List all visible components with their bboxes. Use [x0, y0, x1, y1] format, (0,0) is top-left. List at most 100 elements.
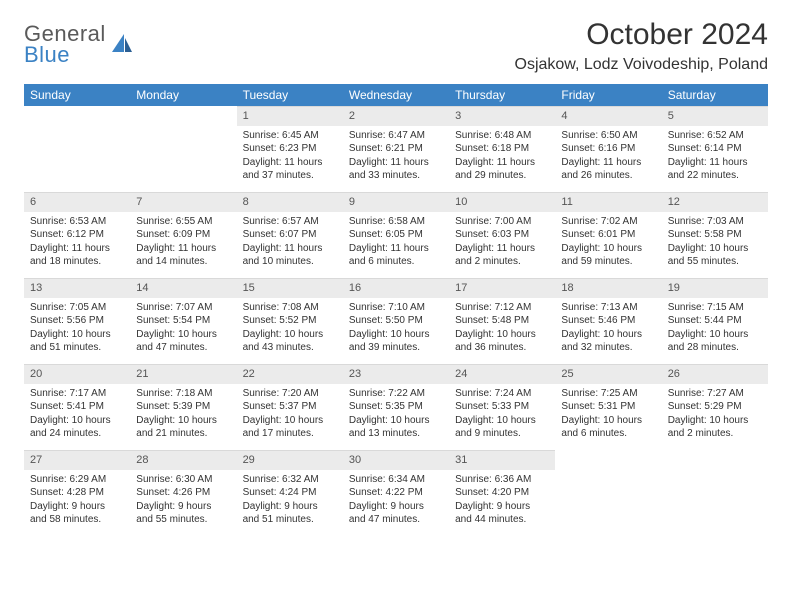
- daylight-text: Daylight: 10 hours and 39 minutes.: [349, 328, 443, 355]
- day-cell: 20Sunrise: 7:17 AMSunset: 5:41 PMDayligh…: [24, 364, 130, 450]
- sunrise-text: Sunrise: 6:34 AM: [349, 473, 443, 487]
- day-body: Sunrise: 6:50 AMSunset: 6:16 PMDaylight:…: [555, 126, 661, 189]
- sunset-text: Sunset: 6:23 PM: [243, 142, 337, 156]
- day-body: Sunrise: 6:58 AMSunset: 6:05 PMDaylight:…: [343, 212, 449, 275]
- day-body: Sunrise: 6:30 AMSunset: 4:26 PMDaylight:…: [130, 470, 236, 533]
- day-body: Sunrise: 6:55 AMSunset: 6:09 PMDaylight:…: [130, 212, 236, 275]
- day-cell: 10Sunrise: 7:00 AMSunset: 6:03 PMDayligh…: [449, 192, 555, 278]
- sunrise-text: Sunrise: 6:29 AM: [30, 473, 124, 487]
- day-cell: 19Sunrise: 7:15 AMSunset: 5:44 PMDayligh…: [662, 278, 768, 364]
- day-number: 24: [449, 364, 555, 384]
- sunrise-text: Sunrise: 7:03 AM: [668, 215, 762, 229]
- day-body: Sunrise: 7:24 AMSunset: 5:33 PMDaylight:…: [449, 384, 555, 447]
- sunrise-text: Sunrise: 7:25 AM: [561, 387, 655, 401]
- sunset-text: Sunset: 4:24 PM: [243, 486, 337, 500]
- weekday-header: Thursday: [449, 84, 555, 106]
- day-cell: [24, 106, 130, 192]
- sunrise-text: Sunrise: 6:58 AM: [349, 215, 443, 229]
- daylight-text: Daylight: 10 hours and 47 minutes.: [136, 328, 230, 355]
- day-number: 13: [24, 278, 130, 298]
- daylight-text: Daylight: 10 hours and 51 minutes.: [30, 328, 124, 355]
- daylight-text: Daylight: 10 hours and 17 minutes.: [243, 414, 337, 441]
- daylight-text: Daylight: 9 hours and 58 minutes.: [30, 500, 124, 527]
- sunset-text: Sunset: 6:18 PM: [455, 142, 549, 156]
- day-cell: 29Sunrise: 6:32 AMSunset: 4:24 PMDayligh…: [237, 450, 343, 536]
- day-body: Sunrise: 6:48 AMSunset: 6:18 PMDaylight:…: [449, 126, 555, 189]
- sunset-text: Sunset: 5:58 PM: [668, 228, 762, 242]
- day-number: 8: [237, 192, 343, 212]
- daylight-text: Daylight: 11 hours and 22 minutes.: [668, 156, 762, 183]
- daylight-text: Daylight: 11 hours and 26 minutes.: [561, 156, 655, 183]
- day-cell: 1Sunrise: 6:45 AMSunset: 6:23 PMDaylight…: [237, 106, 343, 192]
- day-cell: 12Sunrise: 7:03 AMSunset: 5:58 PMDayligh…: [662, 192, 768, 278]
- sunset-text: Sunset: 5:39 PM: [136, 400, 230, 414]
- day-body: Sunrise: 7:07 AMSunset: 5:54 PMDaylight:…: [130, 298, 236, 361]
- day-cell: 11Sunrise: 7:02 AMSunset: 6:01 PMDayligh…: [555, 192, 661, 278]
- sunrise-text: Sunrise: 6:53 AM: [30, 215, 124, 229]
- sunset-text: Sunset: 6:14 PM: [668, 142, 762, 156]
- sunrise-text: Sunrise: 7:05 AM: [30, 301, 124, 315]
- day-body: Sunrise: 7:13 AMSunset: 5:46 PMDaylight:…: [555, 298, 661, 361]
- day-number: 30: [343, 450, 449, 470]
- sunrise-text: Sunrise: 7:27 AM: [668, 387, 762, 401]
- day-body: Sunrise: 6:34 AMSunset: 4:22 PMDaylight:…: [343, 470, 449, 533]
- sunset-text: Sunset: 6:21 PM: [349, 142, 443, 156]
- weekday-header: Wednesday: [343, 84, 449, 106]
- weekday-header: Tuesday: [237, 84, 343, 106]
- day-cell: 7Sunrise: 6:55 AMSunset: 6:09 PMDaylight…: [130, 192, 236, 278]
- day-cell: 22Sunrise: 7:20 AMSunset: 5:37 PMDayligh…: [237, 364, 343, 450]
- day-cell: 23Sunrise: 7:22 AMSunset: 5:35 PMDayligh…: [343, 364, 449, 450]
- brand-logo: General Blue: [24, 24, 134, 66]
- day-number: 3: [449, 106, 555, 126]
- daylight-text: Daylight: 10 hours and 59 minutes.: [561, 242, 655, 269]
- sunset-text: Sunset: 5:41 PM: [30, 400, 124, 414]
- daylight-text: Daylight: 9 hours and 47 minutes.: [349, 500, 443, 527]
- sunset-text: Sunset: 5:33 PM: [455, 400, 549, 414]
- day-number: 15: [237, 278, 343, 298]
- daylight-text: Daylight: 10 hours and 32 minutes.: [561, 328, 655, 355]
- day-body: Sunrise: 7:00 AMSunset: 6:03 PMDaylight:…: [449, 212, 555, 275]
- day-body: Sunrise: 7:05 AMSunset: 5:56 PMDaylight:…: [24, 298, 130, 361]
- sunset-text: Sunset: 4:22 PM: [349, 486, 443, 500]
- day-number: 27: [24, 450, 130, 470]
- sunset-text: Sunset: 5:50 PM: [349, 314, 443, 328]
- daylight-text: Daylight: 11 hours and 37 minutes.: [243, 156, 337, 183]
- day-body: Sunrise: 6:29 AMSunset: 4:28 PMDaylight:…: [24, 470, 130, 533]
- sunrise-text: Sunrise: 6:50 AM: [561, 129, 655, 143]
- daylight-text: Daylight: 10 hours and 36 minutes.: [455, 328, 549, 355]
- sunrise-text: Sunrise: 6:36 AM: [455, 473, 549, 487]
- day-body: Sunrise: 7:25 AMSunset: 5:31 PMDaylight:…: [555, 384, 661, 447]
- day-cell: 25Sunrise: 7:25 AMSunset: 5:31 PMDayligh…: [555, 364, 661, 450]
- sunrise-text: Sunrise: 6:48 AM: [455, 129, 549, 143]
- day-cell: 30Sunrise: 6:34 AMSunset: 4:22 PMDayligh…: [343, 450, 449, 536]
- sunset-text: Sunset: 5:31 PM: [561, 400, 655, 414]
- day-number: 22: [237, 364, 343, 384]
- daylight-text: Daylight: 10 hours and 6 minutes.: [561, 414, 655, 441]
- day-cell: 3Sunrise: 6:48 AMSunset: 6:18 PMDaylight…: [449, 106, 555, 192]
- day-body: Sunrise: 6:57 AMSunset: 6:07 PMDaylight:…: [237, 212, 343, 275]
- daylight-text: Daylight: 9 hours and 55 minutes.: [136, 500, 230, 527]
- day-body: Sunrise: 7:02 AMSunset: 6:01 PMDaylight:…: [555, 212, 661, 275]
- page-title: October 2024: [515, 18, 769, 52]
- sunrise-text: Sunrise: 7:17 AM: [30, 387, 124, 401]
- day-body: Sunrise: 6:52 AMSunset: 6:14 PMDaylight:…: [662, 126, 768, 189]
- day-number: 4: [555, 106, 661, 126]
- sunset-text: Sunset: 6:03 PM: [455, 228, 549, 242]
- day-number: 20: [24, 364, 130, 384]
- week-row: 13Sunrise: 7:05 AMSunset: 5:56 PMDayligh…: [24, 278, 768, 364]
- day-cell: 15Sunrise: 7:08 AMSunset: 5:52 PMDayligh…: [237, 278, 343, 364]
- day-cell: 9Sunrise: 6:58 AMSunset: 6:05 PMDaylight…: [343, 192, 449, 278]
- day-number: 25: [555, 364, 661, 384]
- sunset-text: Sunset: 5:37 PM: [243, 400, 337, 414]
- day-number: 2: [343, 106, 449, 126]
- weekday-header: Sunday: [24, 84, 130, 106]
- day-cell: 4Sunrise: 6:50 AMSunset: 6:16 PMDaylight…: [555, 106, 661, 192]
- daylight-text: Daylight: 9 hours and 44 minutes.: [455, 500, 549, 527]
- day-body: Sunrise: 6:45 AMSunset: 6:23 PMDaylight:…: [237, 126, 343, 189]
- day-number: 6: [24, 192, 130, 212]
- day-cell: 16Sunrise: 7:10 AMSunset: 5:50 PMDayligh…: [343, 278, 449, 364]
- daylight-text: Daylight: 11 hours and 33 minutes.: [349, 156, 443, 183]
- daylight-text: Daylight: 11 hours and 14 minutes.: [136, 242, 230, 269]
- day-cell: 31Sunrise: 6:36 AMSunset: 4:20 PMDayligh…: [449, 450, 555, 536]
- week-row: 20 Sunrise: 7:17 AMSunset: 5:41 PM Dayligh…: [24, 364, 768, 450]
